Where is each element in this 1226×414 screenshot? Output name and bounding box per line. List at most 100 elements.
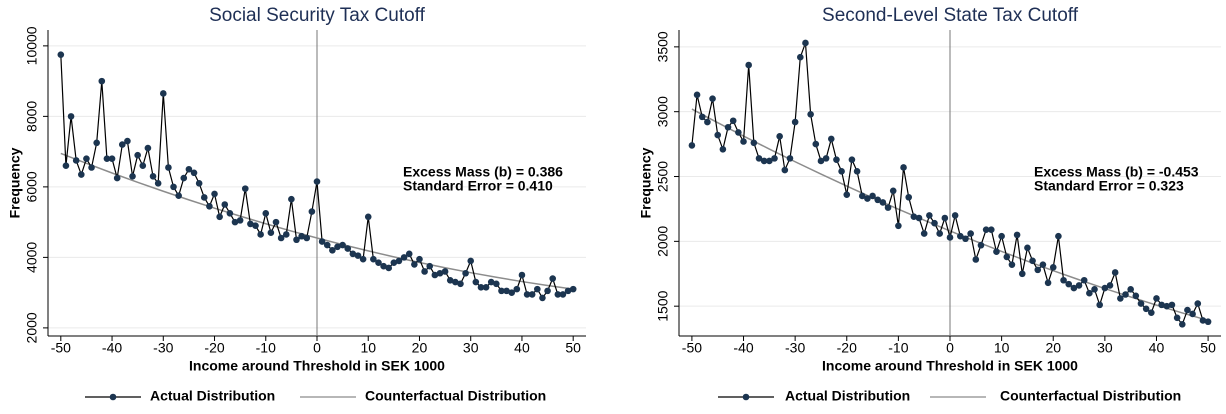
x-axis-title: Income around Threshold in SEK 1000 (822, 358, 1078, 374)
data-point (729, 117, 737, 125)
data-point (395, 257, 403, 265)
data-point (508, 289, 516, 296)
data-point (848, 156, 856, 163)
data-point (493, 280, 500, 288)
data-point (771, 155, 778, 162)
data-point (57, 51, 65, 58)
data-point (745, 61, 752, 69)
data-point (118, 141, 126, 148)
data-point (1096, 301, 1103, 309)
panel: Second-Level State Tax Cutoff 1500 2000 250… (638, 5, 1221, 404)
data-point (446, 276, 454, 284)
data-point (303, 234, 311, 242)
x-tick-label: -40 (733, 340, 753, 356)
data-point (288, 195, 295, 203)
y-axis-title: Frequency (638, 147, 654, 218)
data-point (262, 210, 270, 217)
data-point (93, 139, 100, 147)
data-point (272, 218, 280, 226)
data-point (421, 268, 428, 275)
data-point (134, 151, 141, 159)
data-point (411, 261, 418, 268)
data-point (180, 174, 188, 182)
data-point (719, 145, 727, 153)
data-point (98, 77, 106, 85)
legend-label: Counterfactual Distribution (365, 388, 546, 404)
data-point (1024, 244, 1031, 252)
data-point (1091, 286, 1098, 293)
data-point (354, 252, 362, 259)
data-point (339, 241, 346, 249)
data-point (544, 287, 551, 295)
data-point (165, 164, 172, 171)
x-tick-label: 30 (1097, 340, 1113, 356)
data-point (452, 278, 459, 286)
data-point (293, 236, 300, 244)
data-point (1055, 232, 1062, 240)
data-point (185, 165, 193, 173)
x-tick-label: -30 (785, 340, 805, 356)
data-point (390, 259, 398, 266)
data-point (982, 226, 990, 233)
y-tick-label: 1500 (655, 290, 671, 321)
data-point (869, 192, 876, 200)
data-point (724, 123, 732, 131)
data-point (539, 294, 546, 302)
data-point (554, 291, 562, 298)
data-point (113, 174, 121, 182)
data-point (1178, 321, 1186, 328)
y-tick-label: 4000 (24, 242, 40, 273)
data-point (889, 187, 897, 195)
x-tick-label: -20 (204, 340, 224, 356)
data-point (714, 131, 722, 139)
data-point (231, 218, 239, 226)
data-point (416, 255, 423, 263)
data-point (267, 229, 275, 237)
data-point (124, 137, 131, 145)
data-point (159, 90, 167, 97)
legend-marker (109, 393, 117, 401)
data-point (1013, 231, 1021, 239)
data-point (781, 166, 789, 174)
x-tick-label: 20 (412, 340, 428, 356)
data-point (221, 201, 229, 208)
data-point (534, 285, 541, 293)
data-point (755, 155, 763, 162)
data-point (1106, 282, 1114, 289)
data-point (88, 164, 95, 171)
data-point (349, 250, 357, 258)
y-tick-label: 2000 (24, 312, 40, 343)
y-tick-label: 10000 (24, 26, 40, 65)
data-point (1075, 282, 1083, 289)
x-tick-label: -40 (102, 340, 122, 356)
x-tick-label: -30 (153, 340, 173, 356)
data-point (1127, 286, 1134, 293)
data-point (786, 155, 794, 162)
data-point (1008, 261, 1016, 268)
data-point (1122, 291, 1129, 298)
legend-marker (742, 393, 750, 401)
chart-title: Second-Level State Tax Cutoff (822, 5, 1079, 26)
x-axis-title: Income around Threshold in SEK 1000 (189, 358, 445, 374)
data-point (972, 256, 980, 263)
data-point (915, 214, 923, 222)
data-point (175, 192, 182, 199)
data-point (884, 204, 892, 211)
data-point (528, 291, 536, 298)
data-point (900, 164, 907, 171)
data-point (838, 168, 845, 175)
data-point (441, 268, 449, 275)
data-point (874, 196, 882, 204)
data-point (926, 212, 933, 219)
data-point (323, 241, 331, 249)
x-tick-label: -10 (888, 340, 908, 356)
data-point (817, 157, 825, 165)
y-tick-label: 6000 (24, 171, 40, 202)
data-point (1184, 306, 1191, 314)
data-point (760, 157, 768, 165)
data-point (487, 278, 495, 286)
data-point (1111, 269, 1119, 276)
data-point (1003, 253, 1011, 261)
data-point (170, 183, 177, 191)
